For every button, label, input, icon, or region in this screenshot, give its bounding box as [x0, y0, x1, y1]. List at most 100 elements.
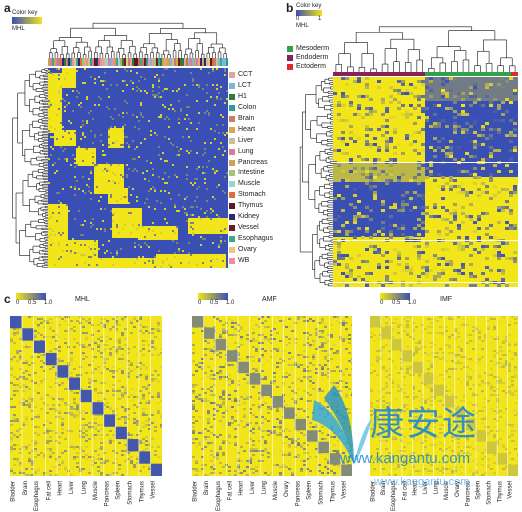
- heatmap-cell: [73, 458, 76, 460]
- heatmap-cell: [285, 364, 288, 366]
- heatmap-cell: [100, 340, 103, 342]
- heatmap-cell: [220, 98, 222, 100]
- heatmap-cell: [441, 197, 445, 200]
- heatmap-cell: [82, 344, 85, 346]
- heatmap-cell: [72, 154, 74, 156]
- heatmap-cell: [127, 364, 130, 366]
- heatmap-cell: [369, 173, 373, 176]
- heatmap-cell: [150, 188, 152, 190]
- heatmap-cell: [115, 462, 118, 464]
- heatmap-cell: [465, 215, 469, 218]
- heatmap-cell: [184, 208, 186, 210]
- heatmap-cell: [212, 68, 214, 70]
- heatmap-cell: [132, 158, 134, 160]
- heatmap-cell: [461, 221, 465, 224]
- panel-a-row-dendrogram: [12, 68, 48, 268]
- heatmap-cell: [339, 390, 342, 392]
- heatmap-cell: [306, 338, 309, 340]
- sample-tissue-cell: [224, 58, 226, 66]
- heatmap-cell: [324, 364, 327, 366]
- heatmap-cell: [285, 372, 288, 374]
- heatmap-cell: [397, 263, 401, 266]
- heatmap-cell: [336, 386, 339, 388]
- panel-b-color-key: Color key 0 1 MHL: [296, 3, 336, 29]
- heatmap-cell: [291, 474, 294, 476]
- heatmap-cell: [377, 128, 381, 131]
- heatmap-cell: [108, 96, 110, 98]
- heatmap-cell: [409, 272, 413, 275]
- heatmap-cell: [421, 197, 425, 200]
- heatmap-cell: [267, 412, 270, 414]
- heatmap-cell: [461, 188, 465, 191]
- heatmap-cell: [70, 328, 73, 330]
- heatmap-cell: [218, 244, 220, 246]
- heatmap-cell: [291, 430, 294, 432]
- heatmap-cell: [234, 342, 237, 344]
- heatmap-cell: [121, 464, 124, 466]
- heatmap-cell: [234, 470, 237, 472]
- heatmap-cell: [62, 150, 64, 152]
- heatmap-cell: [369, 110, 373, 113]
- heatmap-cell: [330, 336, 333, 338]
- heatmap-cell: [421, 110, 425, 113]
- heatmap-cell: [154, 76, 156, 78]
- heatmap-cell: [228, 474, 231, 476]
- heatmap-cell: [465, 245, 469, 248]
- heatmap-cell: [409, 83, 413, 86]
- heatmap-cell: [240, 328, 243, 330]
- heatmap-cell: [61, 382, 64, 384]
- heatmap-cell: [100, 428, 103, 430]
- heatmap-cell: [60, 256, 62, 258]
- heatmap-cell: [58, 412, 61, 414]
- heatmap-cell: [485, 278, 489, 281]
- heatmap-cell: [425, 212, 429, 215]
- heatmap-cell: [345, 83, 349, 86]
- sample-tissue-cell: [72, 58, 74, 66]
- heatmap-cell: [70, 186, 72, 188]
- heatmap-cell: [140, 104, 142, 106]
- heatmap-cell: [136, 362, 139, 364]
- heatmap-cell: [100, 228, 102, 230]
- heatmap-cell: [252, 386, 255, 388]
- sample-tissue-cell: [126, 58, 128, 66]
- heatmap-cell: [121, 474, 124, 476]
- heatmap-cell: [43, 338, 46, 340]
- heatmap-cell: [96, 186, 98, 188]
- heatmap-cell: [152, 262, 154, 264]
- heatmap-cell: [176, 154, 178, 156]
- heatmap-cell: [318, 402, 321, 404]
- heatmap-cell: [381, 170, 385, 173]
- legend-item-h1: H1: [229, 92, 289, 103]
- heatmap-cell: [373, 167, 377, 170]
- heatmap-cell: [288, 364, 291, 366]
- heatmap-cell: [441, 83, 445, 86]
- heatmap-cell: [58, 324, 61, 326]
- heatmap-cell: [501, 77, 505, 80]
- heatmap-cell: [61, 398, 64, 400]
- heatmap-cell: [201, 366, 204, 368]
- heatmap-cell: [273, 338, 276, 340]
- heatmap-cell: [219, 336, 222, 338]
- diagonal-block: [150, 463, 162, 476]
- heatmap-cell: [252, 426, 255, 428]
- heatmap-cell: [207, 430, 210, 432]
- heatmap-cell: [413, 245, 417, 248]
- heatmap-cell: [210, 96, 212, 98]
- sample-tissue-cell: [102, 58, 104, 66]
- heatmap-cell: [429, 173, 433, 176]
- heatmap-cell: [28, 452, 31, 454]
- heatmap-cell: [151, 354, 154, 356]
- heatmap-cell: [31, 440, 34, 442]
- heatmap-cell: [469, 272, 473, 275]
- heatmap-cell: [195, 370, 198, 372]
- heatmap-cell: [142, 396, 145, 398]
- heatmap-cell: [139, 398, 142, 400]
- heatmap-cell: [192, 416, 195, 418]
- heatmap-cell: [151, 380, 154, 382]
- heatmap-cell: [315, 334, 318, 336]
- heatmap-cell: [306, 320, 309, 322]
- heatmap-cell: [349, 137, 353, 140]
- heatmap-cell: [270, 338, 273, 340]
- heatmap-cell: [224, 228, 226, 230]
- heatmap-cell: [425, 230, 429, 233]
